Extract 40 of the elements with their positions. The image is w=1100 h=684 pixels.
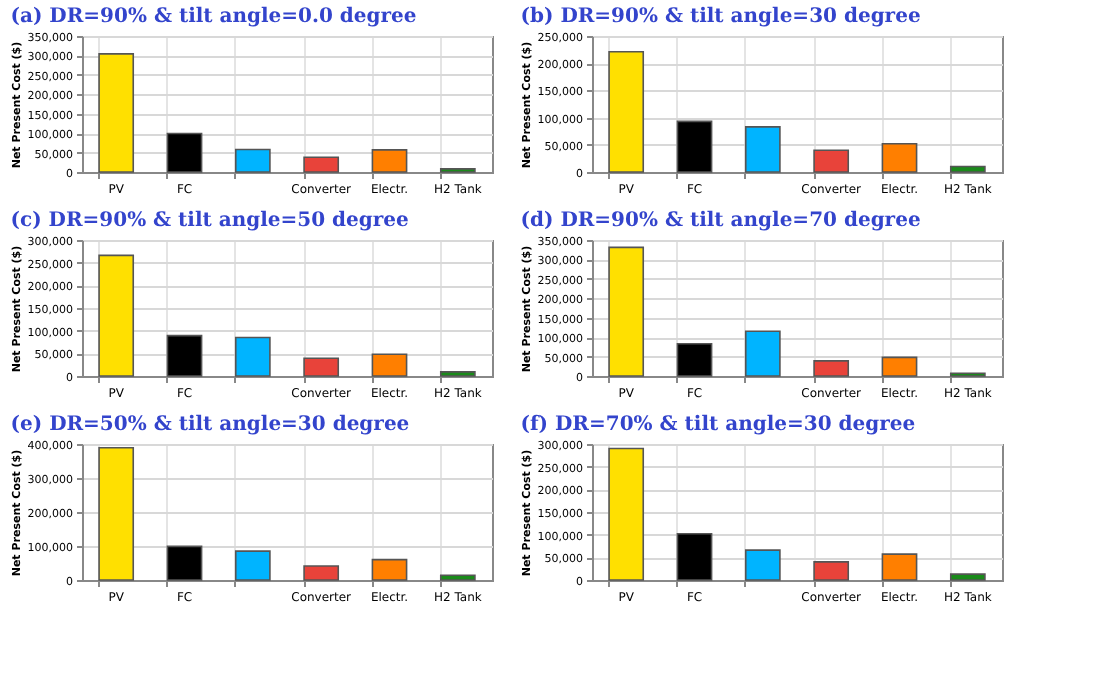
bar [676,120,713,173]
bar [166,545,203,581]
bar [371,149,408,173]
bar [608,50,645,173]
bar [303,565,340,581]
bar [676,342,713,377]
bar [676,532,713,581]
chart-title: (e) DR=50% & tilt angle=30 degree [10,414,410,436]
bar [371,558,408,581]
bar [98,53,135,173]
bar [303,357,340,377]
bar [881,553,918,581]
chart-title: (f) DR=70% & tilt angle=30 degree [520,414,916,436]
bar [881,142,918,173]
bar [98,254,135,377]
chart-title: (d) DR=90% & tilt angle=70 degree [520,210,921,232]
bar [744,549,781,581]
bar [166,334,203,377]
bar [744,330,781,377]
bar [608,246,645,377]
bar [608,447,645,581]
bar [813,561,850,581]
bar [234,336,271,377]
bar [949,165,986,173]
bar [881,356,918,377]
bar [439,574,476,581]
bar [813,360,850,377]
chart-title: (c) DR=90% & tilt angle=50 degree [10,210,409,232]
bar [439,371,476,377]
bar [303,156,340,173]
chart-title: (a) DR=90% & tilt angle=0.0 degree [10,6,417,28]
bar [234,550,271,581]
bar [813,149,850,173]
bar [98,446,135,581]
bar [166,132,203,173]
bar [744,126,781,173]
bar [371,353,408,377]
bar [949,573,986,581]
chart-title: (b) DR=90% & tilt angle=30 degree [520,6,921,28]
bar [234,148,271,173]
